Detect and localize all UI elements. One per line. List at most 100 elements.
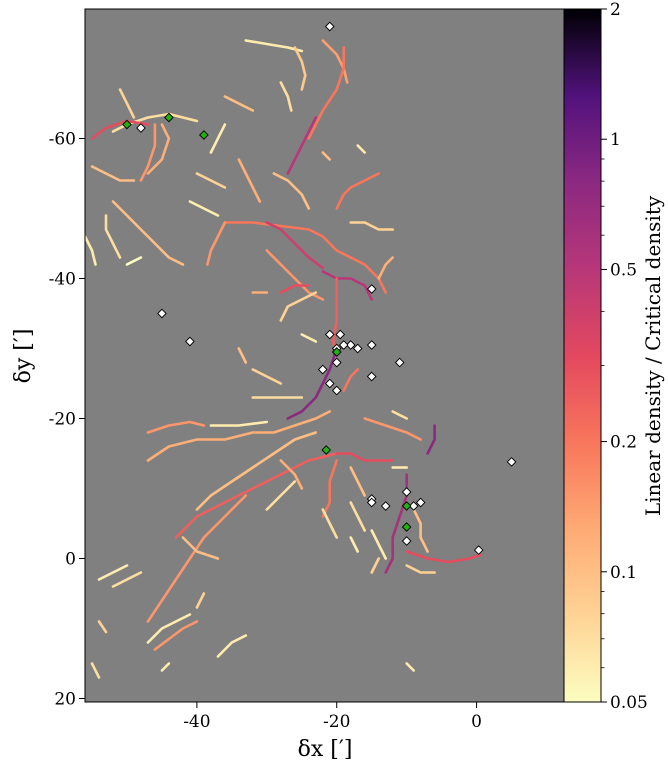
white-diamond-point — [324, 21, 335, 32]
white-diamond-point — [366, 497, 377, 508]
white-diamond-point — [157, 308, 167, 319]
filament — [97, 564, 129, 581]
x-tick-label: -20 — [323, 712, 350, 732]
colorbar-tick-label: 0.1 — [610, 563, 637, 583]
filament — [286, 347, 338, 420]
white-diamond-point — [331, 357, 342, 368]
plot-area — [85, 9, 564, 702]
white-diamond-point — [394, 357, 405, 368]
filament — [279, 81, 293, 112]
filaments-layer — [85, 39, 482, 679]
white-diamond-point — [415, 497, 426, 508]
filament — [335, 452, 394, 462]
filament — [209, 420, 269, 427]
filament — [321, 39, 349, 84]
y-tick-label: -40 — [49, 270, 76, 290]
x-tick-label: -40 — [183, 712, 210, 732]
filament — [125, 256, 143, 266]
filament — [321, 459, 338, 518]
filament — [265, 480, 297, 511]
white-diamond-point — [338, 340, 349, 350]
white-diamond-point — [380, 501, 391, 511]
white-diamond-point — [366, 284, 377, 294]
filament — [195, 592, 206, 609]
filament — [118, 88, 136, 119]
filament — [153, 620, 199, 651]
green-diamond-point — [331, 347, 342, 357]
filament — [405, 564, 436, 574]
green-diamond-point — [164, 112, 174, 123]
filament — [349, 221, 394, 231]
white-diamond-point — [473, 545, 484, 555]
filament — [223, 95, 255, 112]
white-diamond-point — [401, 536, 412, 546]
filament — [335, 172, 380, 210]
green-diamond-point — [401, 501, 412, 511]
colorbar-tick-label: 0.5 — [610, 260, 637, 280]
white-diamond-point — [506, 457, 517, 467]
filament — [206, 221, 227, 266]
x-axis-title: δx [′] — [298, 737, 353, 762]
filament — [90, 119, 150, 140]
filament — [90, 662, 101, 679]
filament — [426, 424, 436, 455]
filament — [377, 256, 394, 280]
white-diamond-point — [345, 340, 356, 350]
filament — [146, 613, 192, 644]
white-diamond-point — [366, 340, 377, 350]
green-diamond-point — [321, 445, 332, 455]
filament — [265, 221, 325, 270]
filament — [251, 368, 283, 385]
filament — [356, 144, 366, 154]
white-diamond-point — [331, 385, 342, 396]
y-tick-label: 0 — [65, 550, 76, 570]
filament — [349, 466, 366, 497]
y-tick-label: -60 — [49, 130, 76, 150]
filament — [111, 571, 143, 588]
filament — [209, 123, 227, 154]
filament — [146, 410, 331, 462]
filament — [237, 158, 262, 203]
white-diamond-point — [401, 487, 412, 497]
green-diamond-point — [122, 119, 132, 130]
white-diamond-point — [366, 371, 377, 382]
white-diamond-point — [324, 378, 335, 389]
filament — [146, 123, 171, 175]
colorbar-tick-label: 1 — [610, 130, 621, 150]
filament — [321, 508, 338, 539]
filament — [300, 333, 318, 343]
filament — [370, 529, 387, 560]
white-diamond-point — [317, 364, 328, 375]
y-tick-label: 20 — [54, 690, 76, 710]
filament — [181, 536, 220, 560]
filament — [293, 46, 307, 91]
filament — [174, 452, 338, 539]
filament — [216, 634, 248, 658]
filament — [97, 620, 108, 634]
filament — [104, 214, 122, 259]
filament — [279, 459, 304, 490]
x-axis-ticks: -40 -20 0 — [183, 702, 482, 732]
filament — [160, 662, 171, 672]
colorbar — [563, 8, 602, 703]
filament — [391, 410, 408, 420]
filament — [90, 165, 136, 182]
filament — [321, 270, 373, 301]
filament — [195, 431, 318, 511]
white-diamond-point — [335, 329, 346, 340]
filament — [412, 508, 429, 553]
filament — [363, 417, 422, 441]
filament — [188, 200, 220, 217]
filament — [321, 151, 331, 161]
filament — [279, 291, 318, 322]
filament — [370, 557, 380, 574]
y-axis-ticks: -60 -40 -20 0 20 — [49, 130, 85, 710]
filament — [405, 662, 415, 672]
filament — [195, 172, 227, 189]
colorbar-ticks: 0.05 0.1 0.2 0.5 1 2 — [601, 0, 648, 713]
filament — [85, 235, 97, 266]
white-diamond-point — [185, 336, 195, 347]
y-axis-title: δy [′] — [11, 329, 36, 384]
filament — [146, 420, 206, 434]
